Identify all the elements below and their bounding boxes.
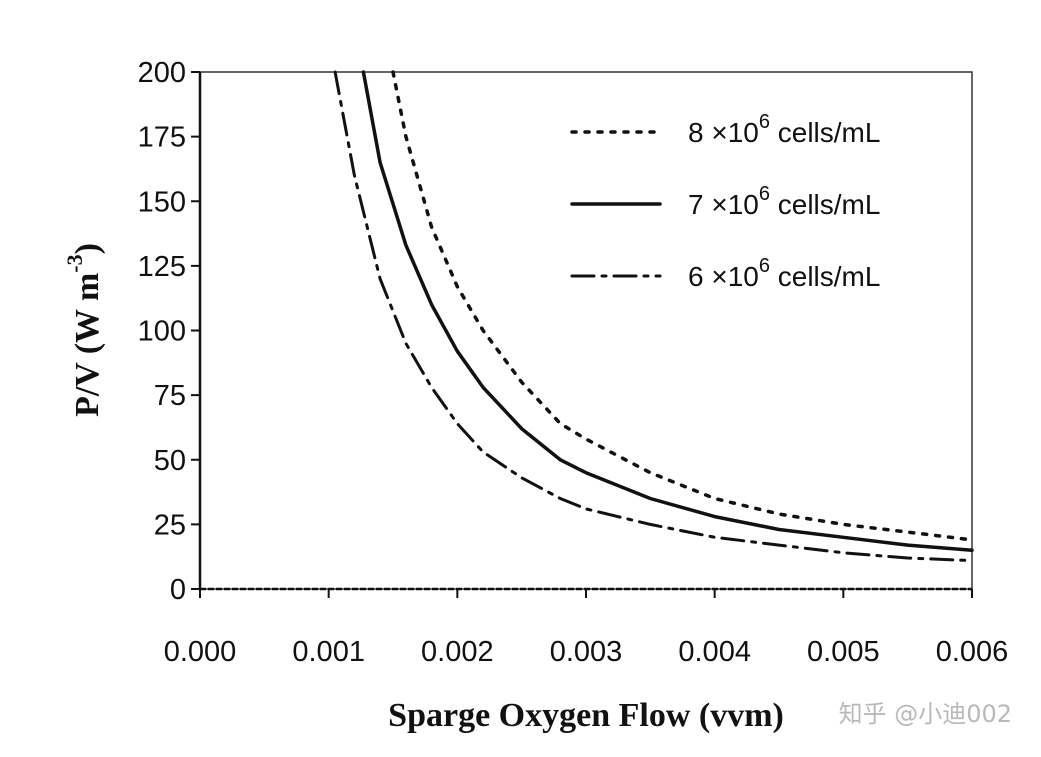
y-tick-label-7: 175 — [138, 122, 186, 154]
y-tick-label-5: 125 — [138, 251, 186, 283]
series-line-0 — [391, 70, 974, 542]
x-tick-label-5: 0.005 — [807, 636, 880, 668]
y-axis-title-main: P/V (W m — [69, 273, 106, 417]
x-axis-title: Sparge Oxygen Flow (vvm) — [388, 697, 784, 734]
legend-label-1: 7 ×106 cells/mL — [688, 183, 880, 220]
y-axis-title-sup: -3 — [62, 254, 87, 272]
y-tick-label-3: 75 — [154, 380, 186, 412]
y-tick-label-0: 0 — [170, 574, 186, 606]
plot-frame — [199, 71, 973, 590]
watermark-text: 知乎 @小迪002 — [839, 700, 1012, 728]
axes-layer — [198, 72, 972, 591]
y-axis-title-close: ) — [69, 243, 106, 254]
y-tick-label-2: 50 — [154, 445, 186, 477]
legend: 8 ×106 cells/mL 7 ×106 cells/mL 6 ×106 cel… — [570, 111, 880, 292]
y-tick-label-6: 150 — [138, 186, 186, 218]
x-tick-label-2: 0.002 — [421, 636, 494, 668]
legend-label-2: 6 ×106 cells/mL — [688, 255, 880, 292]
x-tick-label-4: 0.004 — [678, 636, 751, 668]
y-tick-label-1: 25 — [154, 509, 186, 541]
series-layer — [333, 70, 974, 563]
series-line-2 — [333, 70, 974, 563]
x-tick-label-3: 0.003 — [550, 636, 623, 668]
series-line-1 — [361, 70, 974, 552]
legend-label-0: 8 ×106 cells/mL — [688, 111, 880, 148]
x-tick-label-0: 0.000 — [164, 636, 237, 668]
y-axis-title: P/V (W m-3) — [62, 243, 106, 417]
y-tick-label-4: 100 — [138, 316, 186, 348]
x-tick-label-1: 0.001 — [292, 636, 365, 668]
y-tick-label-8: 200 — [138, 57, 186, 89]
ticks-layer: 0 25 50 75 100 125 150 175 200 0.000 0.001 0.002 0.0… — [138, 57, 1009, 668]
x-tick-label-6: 0.006 — [936, 636, 1009, 668]
